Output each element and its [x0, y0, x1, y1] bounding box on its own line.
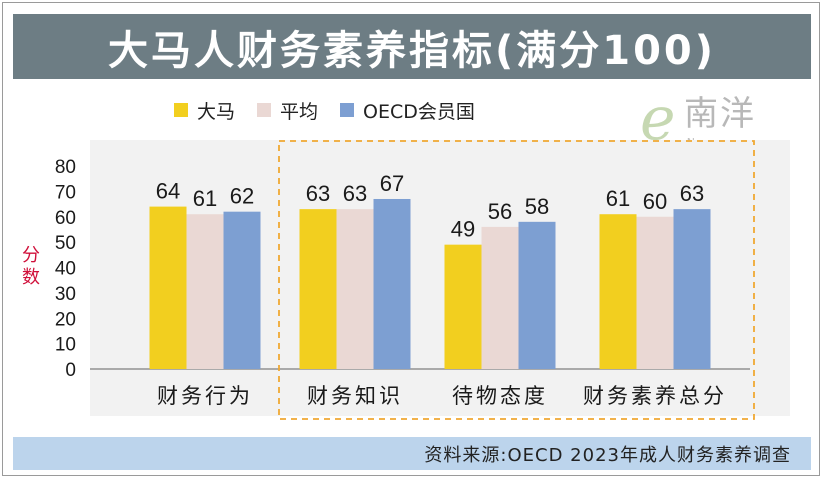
source-bar: 资料来源:OECD 2023年成人财务素养调查	[13, 437, 811, 470]
y-tick-label: 30	[55, 284, 76, 305]
chart-title: 大马人财务素养指标(满分100)	[107, 27, 717, 74]
bar-malaysia	[299, 209, 337, 369]
y-tick-label: 70	[55, 182, 76, 203]
legend: 大马 平均 OECD会员国	[174, 97, 497, 123]
legend-item-oecd: OECD会员国	[340, 97, 475, 124]
y-tick-label: 60	[55, 208, 76, 229]
x-category-label: 财务知识	[307, 384, 403, 408]
legend-label-average: 平均	[280, 100, 319, 123]
bar-value-label: 62	[230, 184, 254, 209]
bar-average	[186, 214, 224, 369]
y-tick-label: 10	[55, 335, 76, 356]
y-tick-label: 80	[55, 157, 76, 178]
bar-value-label: 63	[680, 181, 704, 206]
bar-average	[636, 216, 674, 369]
bar-value-label: 63	[306, 181, 330, 206]
legend-swatch-malaysia	[174, 103, 188, 117]
y-tick-label: 0	[65, 360, 76, 381]
bar-average	[481, 226, 519, 369]
bar-oecd	[518, 221, 556, 369]
bar-malaysia	[599, 214, 637, 369]
bar-malaysia	[149, 206, 187, 369]
y-tick-label: 50	[55, 233, 76, 254]
bar-value-label: 61	[606, 186, 630, 211]
legend-swatch-average	[257, 103, 272, 117]
bar-oecd	[223, 211, 261, 369]
bar-value-label: 64	[156, 179, 180, 204]
y-tick-label: 20	[55, 309, 76, 330]
bar-value-label: 63	[343, 181, 367, 206]
x-category-label: 财务行为	[157, 384, 253, 408]
bar-value-label: 49	[451, 217, 475, 242]
title-bar: 大马人财务素养指标(满分100)	[13, 14, 811, 79]
bar-value-label: 67	[380, 171, 404, 196]
bar-oecd	[373, 198, 411, 369]
x-category-label: 财务素养总分	[583, 384, 727, 408]
y-tick-label: 40	[55, 259, 76, 280]
highlight-dashed-box	[278, 140, 755, 420]
legend-swatch-oecd	[340, 103, 355, 117]
bar-average	[336, 209, 374, 369]
legend-label-malaysia: 大马	[197, 100, 236, 123]
legend-item-malaysia: 大马	[174, 97, 235, 124]
legend-item-average: 平均	[257, 97, 318, 124]
legend-label-oecd: OECD会员国	[363, 100, 475, 123]
bar-value-label: 61	[193, 186, 217, 211]
bar-oecd	[673, 209, 711, 369]
bar-malaysia	[444, 244, 482, 369]
source-text: 资料来源:OECD 2023年成人财务素养调查	[424, 444, 791, 466]
bar-value-label: 60	[643, 189, 667, 214]
bar-value-label: 56	[488, 199, 512, 224]
x-category-label: 待物态度	[452, 384, 548, 408]
bar-value-label: 58	[525, 194, 549, 219]
watermark-brand: 南洋	[684, 94, 756, 134]
y-axis-label: 分数	[22, 245, 40, 288]
